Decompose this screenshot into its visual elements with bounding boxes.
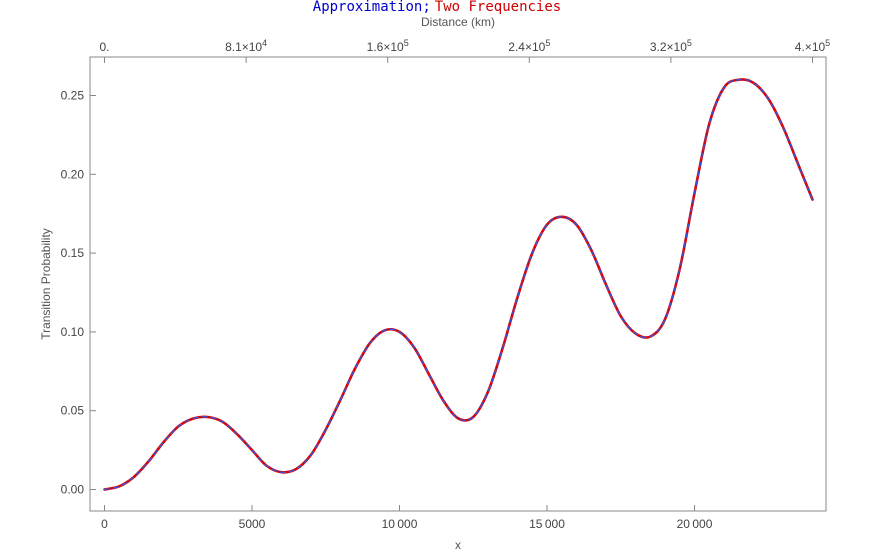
top-tick-label: 2.4×105 — [508, 38, 550, 54]
y-axis-label: Transition Probability — [39, 228, 53, 340]
x-tick-label: 0 — [101, 517, 108, 531]
x-tick-label: 10 000 — [382, 517, 418, 531]
title-part-approximation: Approximation; — [313, 0, 431, 15]
y-tick-label: 0.10 — [61, 325, 85, 339]
plot-frame — [89, 56, 827, 512]
series-line-approximation — [103, 78, 814, 491]
chart-title: Approximation; Two Frequencies — [313, 0, 561, 15]
x-axis-label: x — [455, 538, 461, 552]
top-tick-label: 0. — [99, 40, 109, 54]
top-axis: 0. 8.1×104 1.6×105 2.4×105 3.2×105 4.×105 — [99, 38, 830, 63]
y-tick-label: 0.20 — [61, 167, 85, 181]
y-tick-label: 0.15 — [61, 246, 85, 260]
top-tick-label: 4.×105 — [795, 38, 830, 54]
series-line-two-frequencies — [103, 78, 814, 491]
y-tick-label: 0.05 — [61, 404, 85, 418]
x-tick-label: 5000 — [239, 517, 266, 531]
y-axis: 0.00 0.05 0.10 0.15 0.20 0.25 — [61, 89, 96, 497]
top-tick-label: 1.6×105 — [367, 38, 409, 54]
x-tick-label: 20 000 — [677, 517, 713, 531]
x-axis: 0 5000 10 000 15 000 20 000 — [101, 505, 713, 531]
y-tick-label: 0.00 — [61, 483, 85, 497]
top-tick-label: 8.1×104 — [225, 38, 267, 54]
series-layer — [103, 78, 814, 491]
title-part-two-frequencies: Two Frequencies — [435, 0, 561, 15]
x-tick-label: 15 000 — [529, 517, 565, 531]
top-axis-label: Distance (km) — [421, 15, 495, 29]
top-tick-label: 3.2×105 — [650, 38, 692, 54]
y-tick-label: 0.25 — [61, 89, 85, 103]
